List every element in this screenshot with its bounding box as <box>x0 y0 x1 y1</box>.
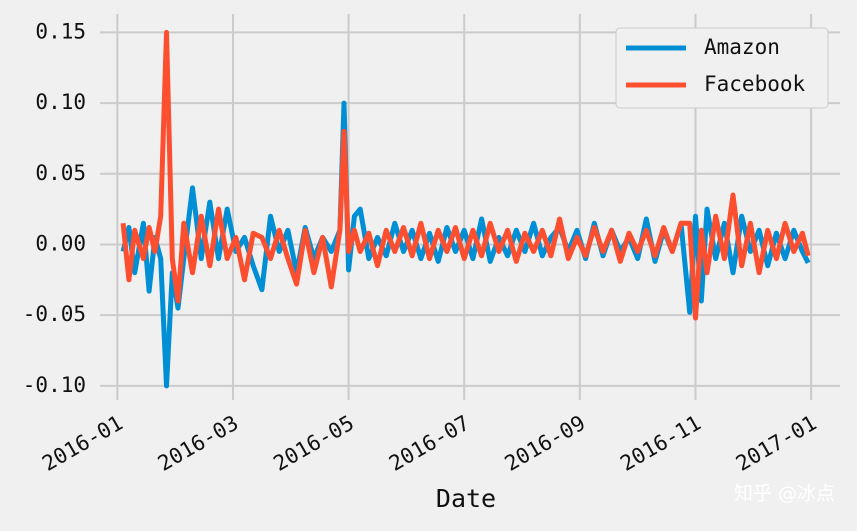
series-line <box>120 29 811 321</box>
y-tick-label: -0.10 <box>23 373 86 397</box>
legend-label: Facebook <box>704 72 806 96</box>
y-tick-label: 0.10 <box>35 90 86 114</box>
lines <box>120 29 811 389</box>
legend: Amazon Facebook <box>615 27 829 109</box>
watermark: 知乎 @冰点 <box>734 483 835 505</box>
legend-label: Amazon <box>704 35 780 59</box>
x-axis-label: Date <box>436 484 496 513</box>
y-tick-label: -0.05 <box>23 302 86 326</box>
y-tick-label: 0.00 <box>35 231 86 255</box>
y-tick-label: 0.15 <box>35 19 86 43</box>
y-tick-label: 0.05 <box>35 161 86 185</box>
